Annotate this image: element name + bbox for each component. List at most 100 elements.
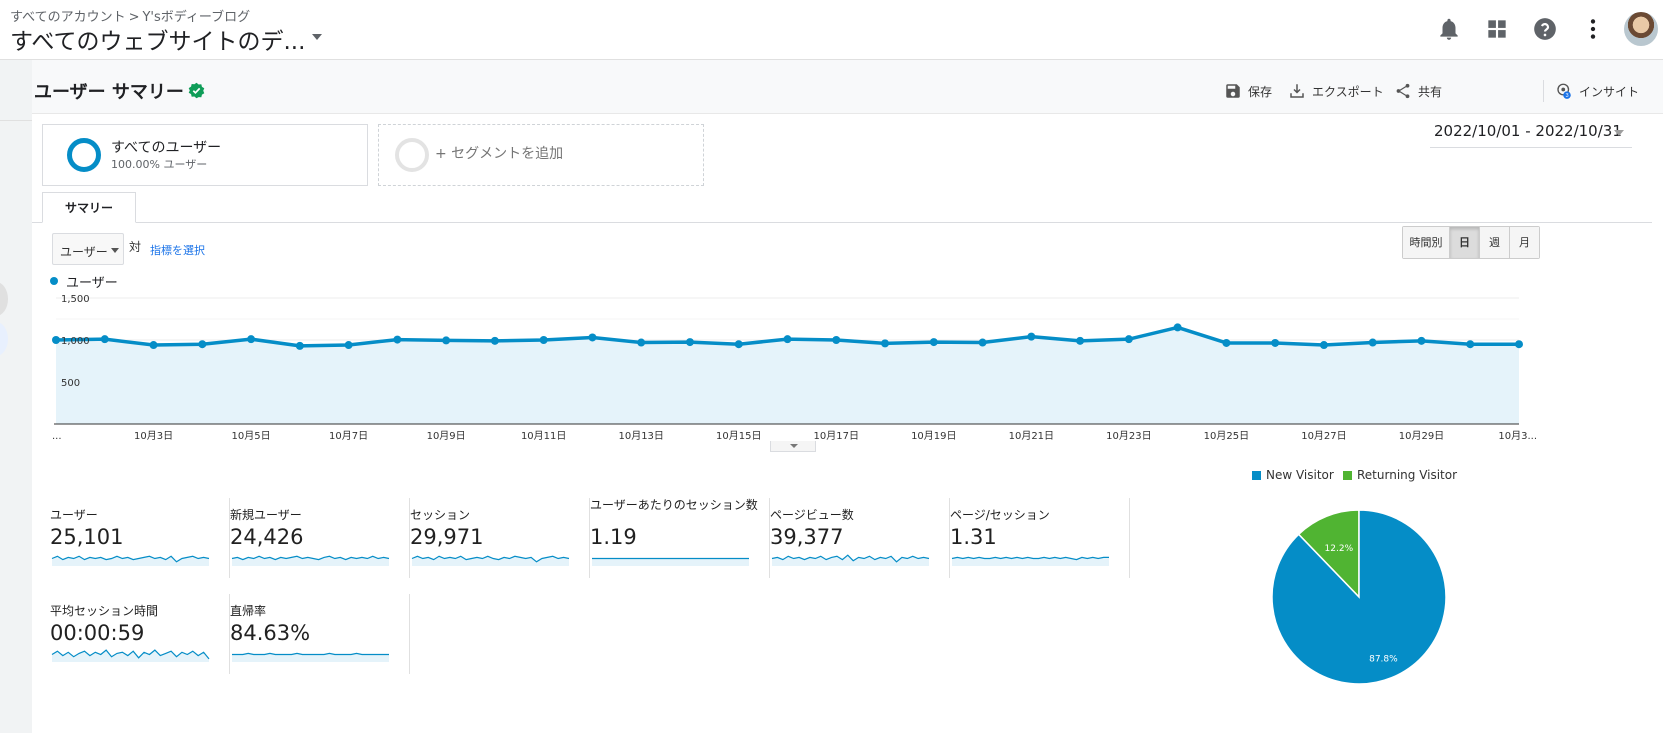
insights-button[interactable]: 3 インサイト (1555, 80, 1639, 102)
tab-summary[interactable]: サマリー (42, 192, 136, 223)
export-button[interactable]: エクスポート (1288, 80, 1384, 102)
metric-tile[interactable]: セッション 29,971 (410, 498, 590, 578)
help-icon[interactable] (1532, 16, 1558, 42)
apps-grid-icon[interactable] (1484, 16, 1510, 42)
breadcrumb-account[interactable]: すべてのアカウント (10, 10, 126, 25)
y-tick-label: 500 (61, 378, 80, 389)
metric-tile[interactable]: ページ/セッション 1.31 (950, 498, 1130, 578)
data-point[interactable] (1319, 341, 1328, 350)
save-button[interactable]: 保存 (1224, 80, 1272, 102)
data-point[interactable] (149, 341, 158, 350)
x-tick-label: 10月7日 (329, 430, 368, 442)
period-hourly-button[interactable]: 時間別 (1403, 227, 1449, 258)
data-point[interactable] (198, 340, 207, 349)
data-point[interactable] (295, 341, 304, 350)
add-segment-button[interactable]: + セグメントを追加 (378, 124, 704, 186)
date-range-picker[interactable]: 2022/10/01 - 2022/10/31 (1430, 120, 1632, 148)
data-point[interactable] (734, 340, 743, 349)
metric-tile[interactable]: ユーザーあたりのセッション数 1.19 (590, 498, 770, 578)
collapse-chart-handle[interactable] (770, 441, 816, 452)
x-tick-label: 10月19日 (911, 430, 956, 442)
metric-value: 25,101 (50, 525, 124, 549)
period-day-button[interactable]: 日 (1449, 227, 1479, 258)
data-point[interactable] (1466, 340, 1475, 349)
data-point[interactable] (881, 339, 890, 348)
metric-label: 新規ユーザー (230, 508, 302, 522)
sparkline-fill (52, 556, 209, 566)
x-tick-label: 10月11日 (521, 430, 566, 442)
metric-tile[interactable]: 平均セッション時間 00:00:59 (50, 594, 230, 674)
tile-divider (589, 498, 590, 578)
legend-swatch (1252, 470, 1261, 480)
data-point[interactable] (490, 336, 499, 345)
chevron-down-icon[interactable] (312, 34, 322, 40)
report-title: ユーザー サマリー (34, 82, 184, 103)
data-point[interactable] (52, 336, 60, 344)
metric-dropdown[interactable]: ユーザー (52, 233, 124, 265)
area-fill (56, 327, 1519, 424)
data-point[interactable] (247, 335, 256, 344)
segment-name: すべてのユーザー (111, 140, 222, 156)
nav-toggle-handle-secondary[interactable] (0, 322, 8, 356)
legend-swatch (50, 277, 58, 285)
data-point[interactable] (1222, 338, 1231, 347)
metric-tile[interactable]: ユーザー 25,101 (50, 498, 230, 578)
nav-toggle-handle[interactable] (0, 282, 8, 316)
pie-slice[interactable] (1271, 509, 1447, 685)
segment-ring-icon (67, 138, 101, 172)
share-label: 共有 (1418, 84, 1443, 99)
metric-tile[interactable]: 新規ユーザー 24,426 (230, 498, 410, 578)
x-tick-label: ... (52, 431, 62, 442)
x-tick-label: 10月27日 (1301, 430, 1346, 442)
data-point[interactable] (1027, 332, 1036, 341)
data-point[interactable] (588, 333, 597, 342)
metric-value: 39,377 (770, 525, 844, 549)
period-week-button[interactable]: 週 (1479, 227, 1509, 258)
bell-icon[interactable] (1436, 16, 1462, 42)
metric-label: ユーザー (50, 508, 98, 522)
data-point[interactable] (1417, 336, 1426, 345)
breadcrumb[interactable]: すべてのアカウント > Y'sボディーブログ (10, 6, 250, 25)
choose-metric-link[interactable]: 指標を選択 (150, 244, 205, 257)
data-point[interactable] (442, 336, 451, 345)
segment-empty-ring-icon (395, 138, 429, 172)
data-point[interactable] (978, 338, 987, 347)
data-point[interactable] (1124, 335, 1133, 344)
pie-slice[interactable] (1297, 509, 1360, 599)
data-point[interactable] (685, 338, 694, 347)
pie-legend-new-visitor[interactable]: New Visitor (1252, 468, 1334, 482)
data-point[interactable] (637, 338, 646, 347)
tile-divider (409, 594, 410, 674)
legend-swatch (1343, 470, 1352, 480)
data-point[interactable] (1515, 340, 1523, 349)
x-tick-label: 10月21日 (1009, 430, 1054, 442)
metric-tile[interactable]: ページビュー数 39,377 (770, 498, 950, 578)
save-icon (1226, 84, 1240, 98)
avatar[interactable] (1624, 12, 1658, 46)
data-point[interactable] (1173, 323, 1182, 332)
data-point[interactable] (539, 336, 548, 344)
metric-tile[interactable]: 直帰率 84.63% (230, 594, 410, 674)
breadcrumb-property[interactable]: Y'sボディーブログ (142, 10, 251, 25)
data-point[interactable] (100, 335, 109, 344)
chevron-down-icon (111, 248, 119, 253)
more-vert-icon[interactable] (1580, 16, 1606, 42)
view-selector-title[interactable]: すべてのウェブサイトのデ... (10, 29, 306, 55)
data-point[interactable] (1368, 338, 1377, 347)
sparkline-line (51, 649, 210, 660)
data-point[interactable] (832, 336, 841, 344)
insights-label: インサイト (1579, 84, 1640, 99)
data-point[interactable] (1076, 336, 1085, 345)
sparkline-fill (232, 556, 389, 566)
data-point[interactable] (783, 335, 792, 344)
data-point[interactable] (393, 335, 402, 344)
period-month-button[interactable]: 月 (1509, 227, 1539, 258)
segment-all-users[interactable]: すべてのユーザー 100.00% ユーザー (42, 124, 368, 186)
save-label: 保存 (1248, 84, 1273, 99)
data-point[interactable] (1271, 338, 1280, 347)
share-icon (1396, 83, 1410, 99)
share-button[interactable]: 共有 (1394, 80, 1442, 102)
data-point[interactable] (344, 341, 353, 350)
pie-legend-returning-visitor[interactable]: Returning Visitor (1343, 468, 1457, 482)
data-point[interactable] (929, 338, 938, 347)
